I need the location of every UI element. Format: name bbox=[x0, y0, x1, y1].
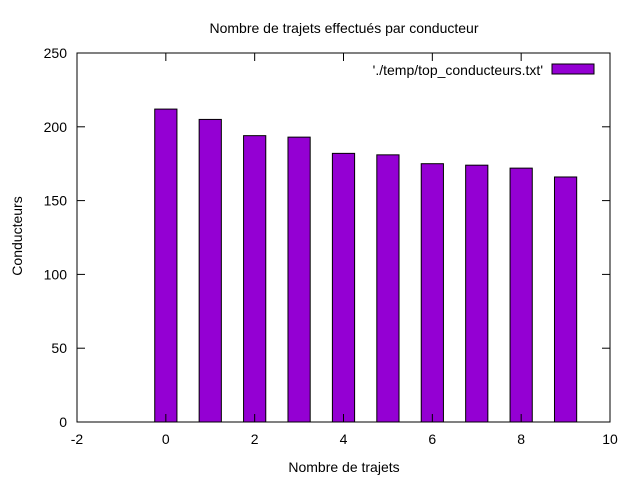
bar bbox=[154, 108, 178, 423]
bar bbox=[198, 118, 222, 423]
legend: './temp/top_conducteurs.txt' bbox=[373, 62, 595, 78]
x-tick-label: 2 bbox=[251, 431, 259, 447]
y-tick-label: 100 bbox=[44, 266, 68, 282]
bar bbox=[420, 163, 444, 423]
bar bbox=[243, 135, 267, 423]
x-tick-label: 8 bbox=[517, 431, 525, 447]
bar bbox=[287, 136, 311, 423]
bar bbox=[331, 152, 356, 423]
x-axis-label: Nombre de trajets bbox=[288, 459, 399, 475]
y-tick-label: 0 bbox=[59, 414, 67, 430]
chart-title: Nombre de trajets effectués par conducte… bbox=[209, 20, 478, 36]
x-tick-label: 4 bbox=[340, 431, 348, 447]
x-tick-label: 6 bbox=[428, 431, 436, 447]
y-tick-label: 250 bbox=[44, 45, 68, 61]
y-tick-label: 200 bbox=[44, 119, 68, 135]
bar bbox=[553, 176, 578, 423]
x-tick-label: 0 bbox=[162, 431, 170, 447]
x-tick-label: -2 bbox=[71, 431, 84, 447]
y-tick-label: 50 bbox=[51, 340, 67, 356]
legend-label: './temp/top_conducteurs.txt' bbox=[373, 62, 543, 78]
legend-swatch bbox=[551, 63, 595, 75]
x-tick-label: 10 bbox=[602, 431, 618, 447]
bar bbox=[465, 164, 489, 423]
bar bbox=[376, 154, 400, 423]
y-axis-label: Conducteurs bbox=[9, 196, 25, 275]
y-tick-label: 150 bbox=[44, 193, 68, 209]
bar bbox=[509, 167, 533, 423]
